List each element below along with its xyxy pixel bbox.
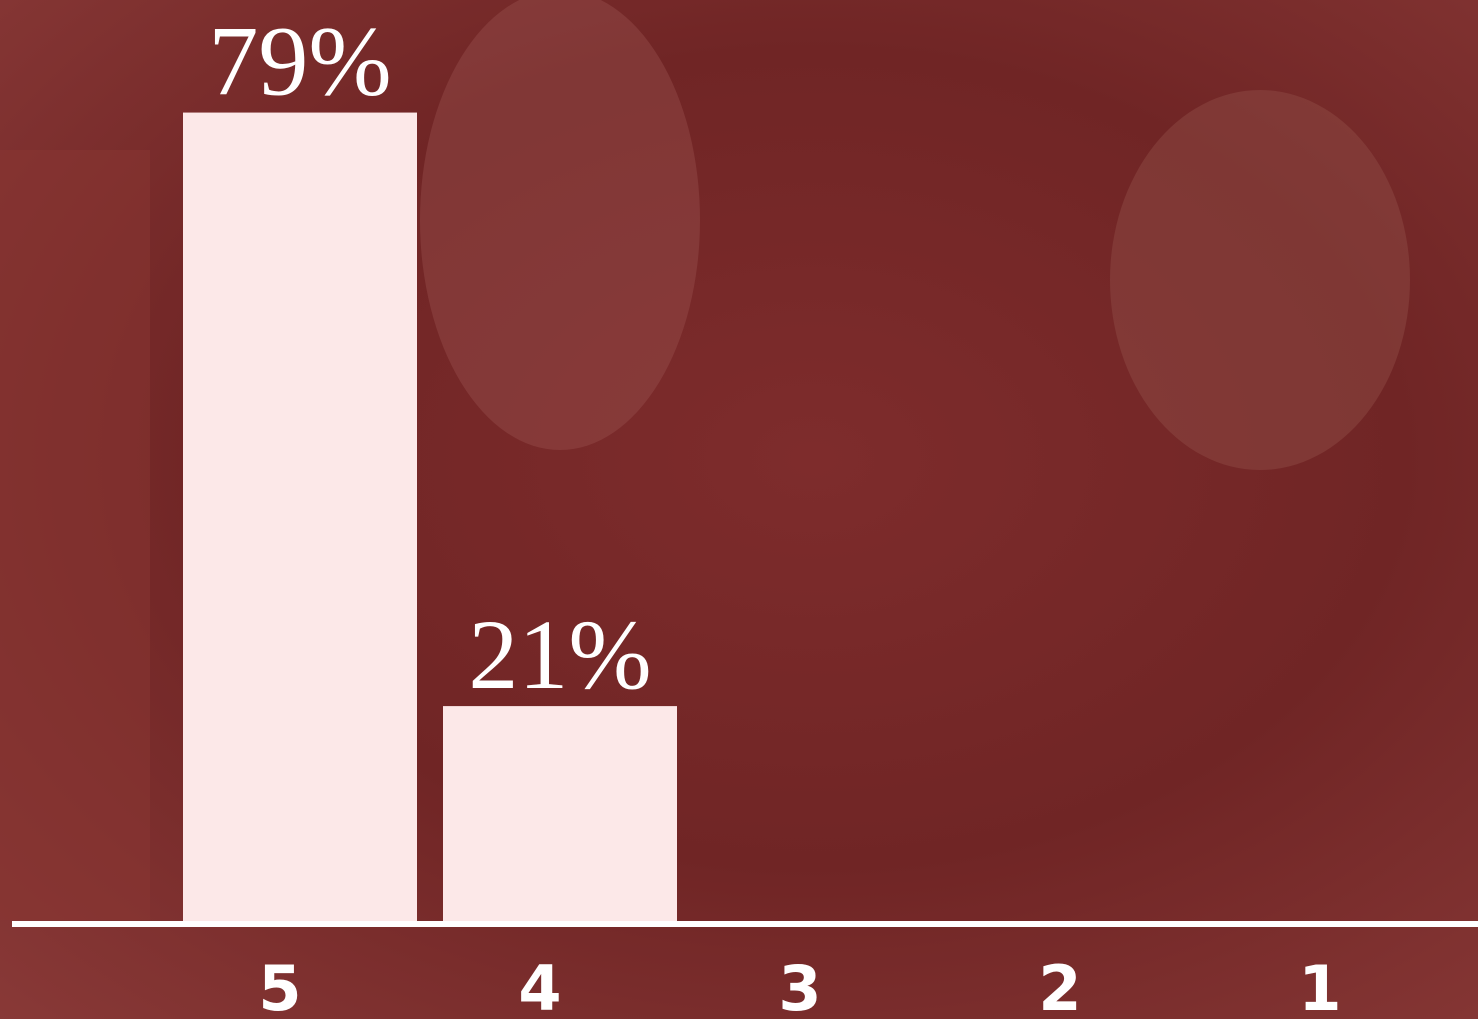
x-tick-label: 5	[258, 952, 301, 1019]
background-photo-shape	[420, 0, 700, 450]
chart: 5 79% 4 21% 3 2 1	[0, 0, 1478, 1019]
background-photo-shape	[1110, 90, 1410, 470]
x-tick-label: 3	[778, 952, 821, 1019]
x-tick-label: 2	[1038, 952, 1081, 1019]
value-label: 21%	[468, 599, 651, 710]
bar	[443, 706, 677, 921]
x-tick-label: 4	[518, 952, 561, 1019]
value-label: 79%	[208, 6, 391, 117]
page: {"chart_data": {"type": "bar", "categori…	[0, 0, 1478, 1019]
x-tick-label: 1	[1298, 952, 1341, 1019]
background-photo-shape	[0, 150, 150, 920]
bar	[183, 113, 417, 921]
